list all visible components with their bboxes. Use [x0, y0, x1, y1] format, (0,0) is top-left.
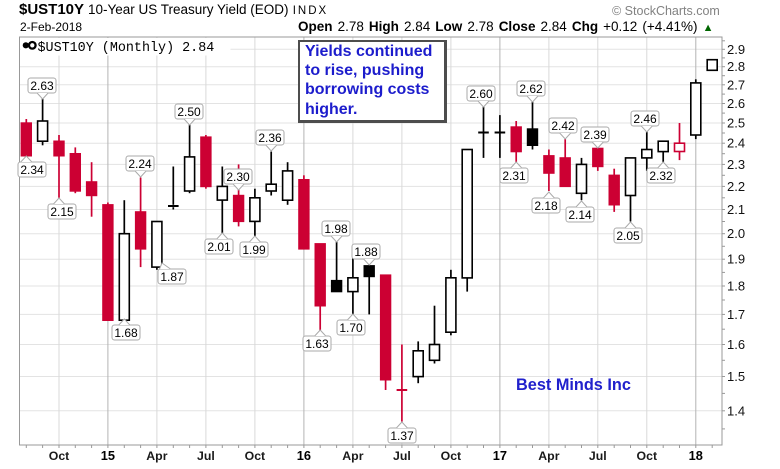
svg-text:2.46: 2.46: [633, 112, 657, 126]
svg-text:17: 17: [493, 448, 507, 463]
svg-text:Apr: Apr: [538, 449, 559, 463]
svg-text:Apr: Apr: [342, 449, 363, 463]
svg-text:2.62: 2.62: [519, 82, 543, 96]
svg-text:Oct: Oct: [49, 449, 70, 463]
svg-text:Jul: Jul: [589, 449, 607, 463]
svg-text:1.88: 1.88: [354, 245, 378, 259]
svg-text:2.50: 2.50: [177, 105, 201, 119]
svg-text:2.1: 2.1: [727, 202, 745, 217]
svg-text:1.8: 1.8: [727, 279, 745, 294]
svg-text:1.98: 1.98: [324, 222, 348, 236]
svg-text:18: 18: [689, 448, 703, 463]
svg-text:2.39: 2.39: [583, 128, 607, 142]
svg-text:$UST10Y (Monthly) 2.84: $UST10Y (Monthly) 2.84: [38, 41, 215, 56]
svg-text:2.63: 2.63: [30, 79, 54, 93]
svg-text:16: 16: [297, 448, 311, 463]
svg-text:2.14: 2.14: [568, 208, 592, 222]
svg-text:1.87: 1.87: [160, 270, 184, 284]
svg-text:1.37: 1.37: [390, 429, 414, 443]
svg-text:2.6: 2.6: [727, 96, 745, 111]
svg-text:2.15: 2.15: [50, 205, 74, 219]
svg-text:2.32: 2.32: [649, 169, 673, 183]
svg-text:Apr: Apr: [146, 449, 167, 463]
svg-text:1.5: 1.5: [727, 369, 745, 384]
svg-text:1.9: 1.9: [727, 252, 745, 267]
svg-text:2.0: 2.0: [727, 226, 745, 241]
svg-text:2.42: 2.42: [551, 119, 575, 133]
svg-text:1.4: 1.4: [727, 403, 745, 418]
svg-text:2.30: 2.30: [226, 170, 250, 184]
svg-text:1.70: 1.70: [339, 321, 363, 335]
svg-text:2.36: 2.36: [258, 131, 282, 145]
svg-text:2.05: 2.05: [616, 229, 640, 243]
svg-text:2.4: 2.4: [727, 136, 745, 151]
svg-text:1.6: 1.6: [727, 337, 745, 352]
svg-text:2.18: 2.18: [534, 199, 558, 213]
svg-text:15: 15: [101, 448, 115, 463]
svg-text:1.63: 1.63: [305, 337, 329, 351]
svg-text:1.7: 1.7: [727, 307, 745, 322]
svg-text:2.9: 2.9: [727, 42, 745, 57]
svg-text:1.68: 1.68: [114, 326, 138, 340]
svg-text:Oct: Oct: [245, 449, 266, 463]
svg-text:2.60: 2.60: [469, 87, 493, 101]
svg-text:2.34: 2.34: [20, 163, 44, 177]
svg-text:2.31: 2.31: [502, 169, 526, 183]
svg-text:2.01: 2.01: [207, 240, 231, 254]
svg-text:Best Minds Inc: Best Minds Inc: [516, 376, 631, 394]
svg-text:2.24: 2.24: [128, 157, 152, 171]
svg-text:2.8: 2.8: [727, 59, 745, 74]
svg-text:2.7: 2.7: [727, 77, 745, 92]
svg-text:2.3: 2.3: [727, 157, 745, 172]
svg-text:1.99: 1.99: [242, 243, 266, 257]
svg-text:Jul: Jul: [197, 449, 215, 463]
svg-text:2.2: 2.2: [727, 179, 745, 194]
svg-text:Oct: Oct: [441, 449, 462, 463]
svg-text:2.5: 2.5: [727, 116, 745, 131]
svg-text:Jul: Jul: [393, 449, 411, 463]
svg-text:Oct: Oct: [637, 449, 658, 463]
